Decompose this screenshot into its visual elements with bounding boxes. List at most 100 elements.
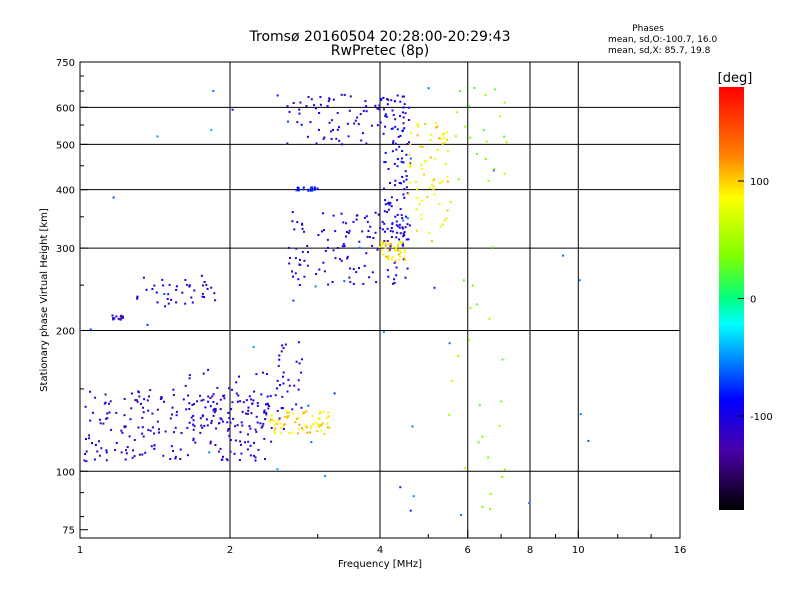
echo-point xyxy=(398,238,401,241)
echo-point xyxy=(241,424,244,427)
echo-point xyxy=(151,426,154,429)
echo-point xyxy=(403,188,406,191)
echo-point xyxy=(146,323,149,326)
echo-point xyxy=(273,423,276,426)
echo-point xyxy=(172,431,175,434)
echo-point xyxy=(229,439,232,441)
echo-point xyxy=(393,278,396,281)
echo-point xyxy=(328,121,331,124)
echo-point xyxy=(447,150,449,152)
echo-point xyxy=(386,103,389,106)
echo-point xyxy=(391,256,394,258)
echo-point xyxy=(247,440,250,443)
echo-point xyxy=(416,197,419,200)
echo-point xyxy=(114,449,117,451)
echo-point xyxy=(282,347,285,350)
echo-point xyxy=(287,414,290,417)
x-tick-label: 16 xyxy=(674,545,687,556)
echo-point xyxy=(399,255,402,258)
echo-point xyxy=(421,146,424,148)
echo-point xyxy=(352,282,355,285)
echo-point xyxy=(403,196,406,199)
echo-point xyxy=(528,502,531,504)
echo-point xyxy=(214,299,217,302)
echo-point xyxy=(382,96,385,99)
echo-point xyxy=(349,281,352,284)
echo-point xyxy=(209,397,212,400)
echo-point xyxy=(202,414,204,417)
echo-point xyxy=(430,240,433,243)
echo-point xyxy=(338,139,341,142)
echo-point xyxy=(188,408,191,410)
echo-point xyxy=(326,426,329,429)
echo-point xyxy=(409,181,411,184)
echo-point xyxy=(484,94,487,96)
echo-point xyxy=(386,202,389,205)
echo-point xyxy=(129,418,132,421)
echo-point xyxy=(433,193,436,196)
echo-point xyxy=(287,378,290,381)
echo-point xyxy=(210,422,213,425)
echo-point xyxy=(298,362,301,365)
echo-point xyxy=(379,246,382,248)
chart-subtitle: RwPretec (8p) xyxy=(331,43,429,59)
echo-point xyxy=(203,424,206,427)
echo-point xyxy=(429,156,432,159)
echo-point xyxy=(221,420,224,423)
echo-point xyxy=(402,106,405,109)
echo-point xyxy=(386,211,389,213)
echo-point xyxy=(200,424,203,427)
echo-point xyxy=(297,388,300,391)
echo-point xyxy=(257,448,260,451)
echo-point xyxy=(393,261,396,264)
y-axis-label: Stationary phase Virtual Height [km] xyxy=(39,208,50,392)
echo-point xyxy=(246,412,249,415)
echo-point xyxy=(318,128,320,131)
echo-point xyxy=(421,167,424,170)
echo-point xyxy=(358,240,361,243)
echo-point xyxy=(381,220,384,223)
echo-point xyxy=(94,444,97,446)
echo-point xyxy=(266,402,269,405)
echo-point xyxy=(400,251,402,254)
echo-point xyxy=(432,185,435,188)
echo-point xyxy=(156,301,159,304)
echo-point xyxy=(471,284,474,287)
echo-point xyxy=(391,222,394,225)
echo-point xyxy=(389,229,392,232)
echo-point xyxy=(175,288,178,291)
echo-point xyxy=(448,413,451,416)
echo-point xyxy=(313,188,316,191)
echo-point xyxy=(298,427,300,430)
echo-point xyxy=(268,405,271,407)
echo-point xyxy=(408,224,411,227)
echo-point xyxy=(297,278,300,281)
echo-point xyxy=(321,230,323,233)
echo-point xyxy=(417,123,419,126)
echo-point xyxy=(236,400,239,403)
echo-point xyxy=(363,216,366,219)
echo-point xyxy=(103,402,106,405)
echo-point xyxy=(297,379,300,382)
echo-point xyxy=(149,429,152,432)
echo-point xyxy=(249,454,252,457)
echo-point xyxy=(218,422,221,425)
echo-point xyxy=(188,421,191,424)
colorbar-tick-label: 100 xyxy=(750,177,769,188)
echo-point xyxy=(336,112,339,114)
echo-point xyxy=(328,426,331,429)
echo-point xyxy=(218,450,220,453)
x-tick-label: 8 xyxy=(527,545,533,556)
echo-point xyxy=(291,408,294,411)
echo-point xyxy=(374,231,377,234)
echo-point xyxy=(487,456,490,459)
echo-point xyxy=(298,284,301,286)
echo-point xyxy=(201,295,204,298)
echo-point xyxy=(362,282,365,285)
echo-point xyxy=(401,111,404,114)
echo-point xyxy=(137,390,140,393)
echo-point xyxy=(395,266,398,269)
echo-point xyxy=(205,418,208,421)
echo-point xyxy=(251,402,254,405)
echo-point xyxy=(394,118,397,121)
